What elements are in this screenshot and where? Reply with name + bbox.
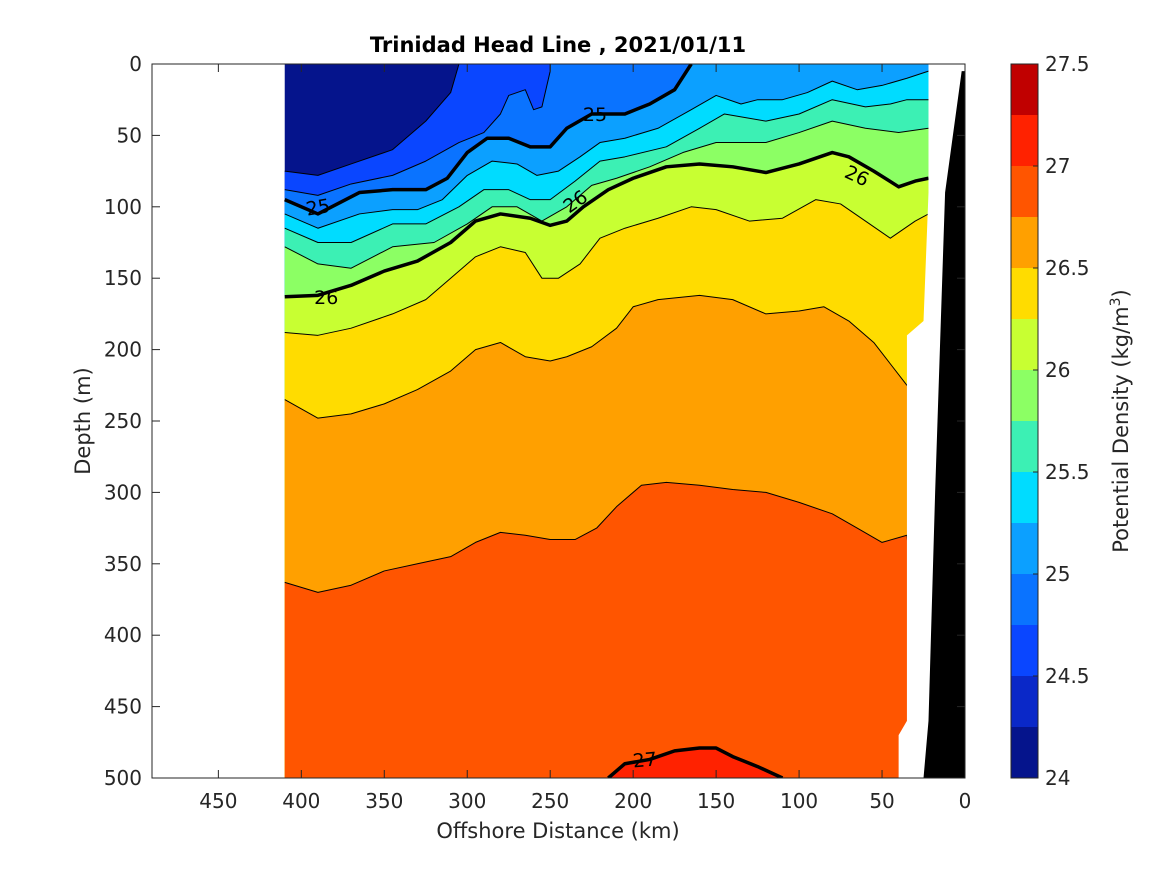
chart-title: Trinidad Head Line , 2021/01/11	[370, 33, 746, 57]
colorbar-band	[1011, 472, 1038, 523]
contour-label-25: 25	[583, 104, 607, 126]
y-axis: 0 50 100 150 200 250 300 350 400 450 500	[104, 52, 965, 790]
contour-line-24.75	[284, 64, 551, 196]
y-tick-label: 500	[104, 766, 142, 790]
contour-line-25.75	[284, 120, 929, 269]
colorbar-tick-label: 25.5	[1045, 460, 1090, 484]
colorbar-tick-label: 24.5	[1045, 664, 1090, 688]
y-axis-label: Depth (m)	[71, 367, 95, 474]
y-tick-label: 450	[104, 695, 142, 719]
colorbar-label: Potential Density (kg/m3)	[1108, 289, 1133, 553]
x-tick-label: 400	[282, 789, 320, 813]
colorbar-tick-label: 24	[1045, 766, 1070, 790]
colorbar-band	[1011, 268, 1038, 319]
density-band-27	[608, 748, 783, 778]
colorbar-tick-label: 27	[1045, 154, 1070, 178]
colorbar-tick-label: 27.5	[1045, 52, 1090, 76]
colorbar-band	[1011, 319, 1038, 370]
contour-line-26.75	[284, 481, 916, 614]
x-tick-label: 0	[959, 789, 972, 813]
contour-line-25.5	[284, 99, 929, 243]
colorbar: 24 24.5 25 25.5 26 26.5 27 27.5	[1010, 52, 1090, 790]
y-tick-label: 100	[104, 195, 142, 219]
colorbar-tick-label: 26.5	[1045, 256, 1090, 280]
y-tick-label: 250	[104, 409, 142, 433]
colorbar-band	[1011, 676, 1038, 727]
colorbar-band	[1011, 523, 1038, 574]
colorbar-band	[1011, 217, 1038, 268]
contour-lines	[284, 64, 929, 778]
colorbar-frame	[1010, 63, 1039, 779]
colorbar-band	[1011, 421, 1038, 472]
colorbar-tick-label: 26	[1045, 358, 1070, 382]
colorbar-band	[1011, 166, 1038, 217]
x-axis-label: Offshore Distance (km)	[436, 819, 679, 843]
colorbar-band	[1011, 64, 1038, 115]
y-tick-label: 150	[104, 266, 142, 290]
contour-line-26.25	[284, 199, 929, 336]
filled-contour-layers	[284, 64, 929, 778]
x-tick-label: 100	[780, 789, 818, 813]
x-tick-label: 250	[531, 789, 569, 813]
x-tick-label: 450	[199, 789, 237, 813]
x-tick-label: 350	[365, 789, 403, 813]
colorbar-band	[1011, 574, 1038, 625]
y-tick-label: 50	[117, 123, 142, 147]
y-tick-label: 0	[129, 52, 142, 76]
seafloor-bathymetry	[898, 64, 965, 778]
x-axis: 450 400 350 300 250 200 150 100 50 0	[199, 64, 971, 813]
y-tick-label: 350	[104, 552, 142, 576]
contour-label-27: 27	[632, 748, 658, 772]
colorbar-band	[1011, 727, 1038, 778]
colorbar-band	[1011, 115, 1038, 166]
contour-line-25.25	[284, 70, 929, 229]
seafloor	[923, 71, 965, 778]
contour-label-25: 25	[304, 195, 332, 221]
y-tick-label: 300	[104, 480, 142, 504]
contour-line-25	[284, 64, 693, 216]
contour-line-26.5	[284, 294, 916, 419]
contour-line-27	[607, 746, 784, 778]
colorbar-band	[1011, 625, 1038, 676]
colorbar-tick-label: 25	[1045, 562, 1070, 586]
contour-line-26	[284, 150, 929, 299]
colorbar-band	[1011, 370, 1038, 421]
density-band-26.75	[284, 482, 929, 778]
x-tick-label: 200	[614, 789, 652, 813]
x-tick-label: 50	[869, 789, 894, 813]
y-tick-label: 400	[104, 623, 142, 647]
contour-line-24.5	[284, 64, 460, 176]
y-tick-label: 200	[104, 338, 142, 362]
contour-label-26: 26	[314, 287, 338, 309]
x-tick-label: 150	[697, 789, 735, 813]
x-tick-label: 300	[448, 789, 486, 813]
